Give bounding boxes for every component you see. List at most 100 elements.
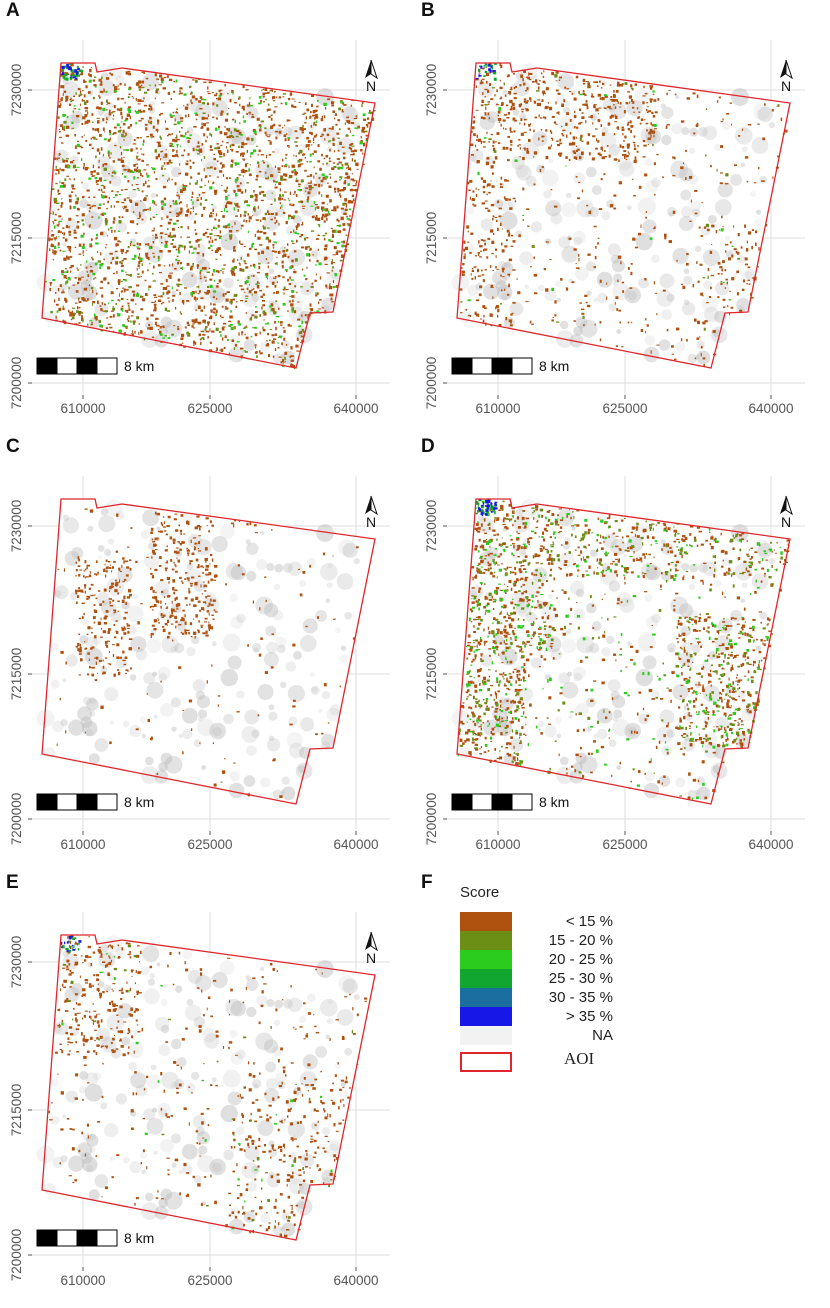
score-patch-brown [343, 213, 347, 216]
score-patch-brown [342, 109, 344, 112]
score-patch-brown [218, 97, 221, 100]
x-tick-label: 625000 [187, 837, 232, 852]
score-patch-olive [112, 308, 115, 311]
score-patch-brown [192, 275, 193, 277]
score-patch-brown [559, 143, 562, 145]
score-patch-brown [232, 119, 234, 121]
score-patch-brown [90, 224, 91, 227]
score-patch-brown [193, 211, 194, 212]
hillshade-blob [108, 539, 114, 545]
score-patch-brown [285, 174, 288, 177]
score-patch-brown [622, 129, 625, 131]
score-patch-brown [163, 629, 166, 632]
score-patch-brown [266, 246, 269, 249]
score-patch-brown [325, 285, 327, 288]
score-patch-brown [104, 304, 106, 306]
score-patch-green [148, 288, 149, 290]
score-patch-brown [294, 191, 296, 194]
score-patch-brown [190, 99, 191, 102]
score-patch-olive [70, 101, 72, 103]
hillshade-blob [690, 201, 701, 212]
score-patch-brown [137, 167, 139, 169]
score-patch-brown [84, 584, 86, 586]
score-patch-brown [481, 100, 484, 103]
score-patch-brown [283, 338, 285, 341]
score-patch-brown [73, 285, 76, 286]
score-patch-olive [265, 99, 267, 101]
score-patch-brown [513, 240, 516, 243]
score-patch-brown [58, 209, 60, 210]
score-patch-green [224, 208, 225, 212]
score-patch-brown [63, 232, 65, 235]
score-patch-brown [173, 112, 175, 114]
score-patch-brown [105, 657, 107, 658]
score-patch-brown [229, 230, 232, 233]
score-patch-brown [725, 269, 727, 271]
score-patch-brown [262, 300, 265, 302]
score-patch-brown [112, 600, 114, 602]
score-patch-brown [190, 166, 192, 169]
score-patch-brown [526, 208, 529, 210]
score-patch-brown [230, 99, 232, 102]
score-patch-olive [93, 278, 95, 279]
score-patch-brown [261, 251, 264, 254]
score-patch-brown [145, 255, 147, 258]
score-patch-brown [584, 295, 587, 297]
score-patch-brown [650, 87, 652, 90]
score-patch-green [110, 227, 113, 229]
score-patch-brown [295, 345, 298, 348]
score-patch-brown [76, 646, 79, 648]
score-patch-teal [494, 78, 497, 81]
score-patch-brown [263, 217, 265, 219]
score-patch-green [137, 246, 140, 247]
hillshade-blob [300, 635, 317, 652]
score-patch-brown [213, 296, 215, 298]
score-patch-brown [318, 191, 320, 194]
score-patch-brown [199, 334, 201, 337]
score-patch-brown [56, 304, 59, 306]
score-patch-brown [315, 116, 318, 119]
score-patch-brown [233, 524, 234, 527]
score-patch-brown [137, 223, 139, 225]
score-patch-brown [198, 541, 200, 544]
score-patch-brown [174, 551, 177, 554]
score-patch-olive [61, 198, 62, 199]
score-patch-brown [669, 240, 672, 243]
score-patch-brown [481, 177, 483, 180]
score-patch-brown [128, 320, 130, 322]
score-patch-olive [237, 203, 238, 205]
score-patch-brown [620, 102, 622, 105]
score-patch-brown [362, 153, 363, 155]
score-patch-brown [643, 95, 646, 96]
score-patch-brown [519, 144, 521, 145]
score-patch-teal [485, 66, 487, 68]
score-patch-olive [197, 153, 200, 154]
score-patch-brown [205, 117, 208, 119]
score-patch-teal [478, 69, 480, 72]
score-patch-brown [478, 240, 479, 243]
score-patch-green [294, 169, 296, 171]
score-patch-brown [133, 164, 136, 167]
score-patch-brown [307, 267, 308, 269]
score-patch-olive [299, 332, 301, 334]
hillshade-blob [159, 673, 168, 682]
score-patch-brown [113, 674, 116, 677]
score-patch-brown [492, 145, 494, 147]
score-patch-brown [122, 651, 124, 654]
score-patch-brown [131, 527, 133, 529]
score-patch-green [136, 111, 140, 114]
score-patch-olive [251, 336, 253, 337]
score-patch-brown [76, 290, 79, 293]
score-patch-brown [168, 632, 170, 635]
score-patch-brown [506, 117, 509, 119]
score-patch-brown [569, 159, 571, 161]
score-patch-brown [161, 167, 163, 170]
score-patch-brown [176, 547, 178, 548]
score-patch-brown [221, 317, 224, 319]
score-patch-brown [492, 296, 493, 299]
score-patch-brown [187, 104, 189, 106]
score-patch-brown [181, 514, 184, 517]
score-patch-brown [329, 199, 332, 202]
score-patch-brown [154, 297, 157, 298]
score-patch-brown [132, 311, 134, 314]
